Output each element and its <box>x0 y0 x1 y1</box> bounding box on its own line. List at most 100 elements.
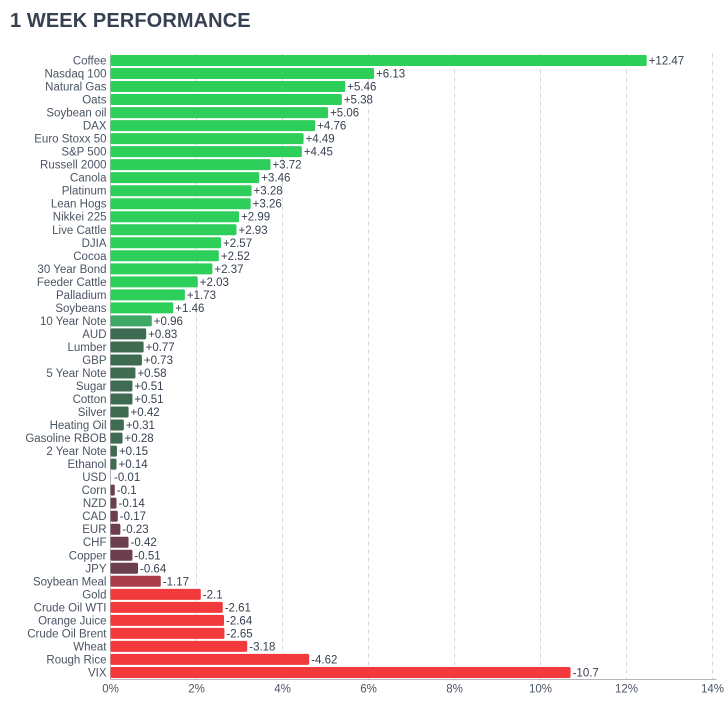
value-label: -2.64 <box>226 615 253 627</box>
value-label: +2.57 <box>223 238 252 250</box>
bar <box>110 510 118 522</box>
value-label: -0.17 <box>120 511 146 523</box>
value-label: +0.15 <box>119 446 148 458</box>
category-label: Nasdaq 100 <box>44 69 106 81</box>
category-label: NZD <box>83 498 107 510</box>
category-label: S&P 500 <box>61 147 106 159</box>
x-tick-label: 14% <box>701 684 724 696</box>
bar <box>110 523 121 535</box>
bar <box>110 159 271 171</box>
chart-title: 1 WEEK PERFORMANCE <box>10 10 251 32</box>
value-label: -2.65 <box>226 628 252 640</box>
value-label: -0.14 <box>119 498 146 510</box>
bar <box>110 640 248 652</box>
value-label: +4.76 <box>317 121 346 133</box>
bar <box>110 289 185 301</box>
x-tick-label: 4% <box>274 684 291 696</box>
value-label: +0.96 <box>154 316 183 328</box>
value-label: +3.46 <box>261 173 290 185</box>
value-label: -0.01 <box>114 472 140 484</box>
bar <box>110 224 237 236</box>
category-label: CHF <box>83 537 107 549</box>
value-label: +0.51 <box>134 394 163 406</box>
bar <box>110 419 124 431</box>
category-label: Crude Oil WTI <box>34 602 107 614</box>
bar <box>110 133 304 145</box>
value-label: +5.46 <box>347 82 376 94</box>
value-label: +2.52 <box>221 251 250 263</box>
bar <box>110 185 252 197</box>
value-label: +3.28 <box>254 186 283 198</box>
value-label: +1.46 <box>175 303 204 315</box>
value-label: +4.45 <box>304 147 333 159</box>
x-tick-label: 2% <box>188 684 205 696</box>
value-label: +2.99 <box>241 212 270 224</box>
category-label: Cocoa <box>73 251 107 263</box>
category-label: Rough Rice <box>46 654 106 666</box>
category-label: Nikkei 225 <box>53 212 107 224</box>
category-label: DAX <box>83 121 107 133</box>
value-label: +0.42 <box>131 407 160 419</box>
category-label: Platinum <box>62 186 107 198</box>
bar <box>110 276 198 288</box>
bar <box>110 341 144 353</box>
category-label: VIX <box>88 667 107 679</box>
value-label: -3.18 <box>249 641 275 653</box>
value-label: +2.37 <box>214 264 243 276</box>
category-label: Feeder Cattle <box>37 277 107 289</box>
bar <box>110 393 133 405</box>
category-label: Wheat <box>73 641 107 653</box>
category-label: Silver <box>78 407 107 419</box>
value-label: -1.17 <box>163 576 189 588</box>
category-label: 30 Year Bond <box>37 264 106 276</box>
category-label: Soybean Meal <box>33 576 107 588</box>
bar <box>110 549 133 561</box>
value-label: +5.38 <box>344 95 373 107</box>
category-label: Orange Juice <box>38 615 106 627</box>
bar <box>110 380 133 392</box>
value-label: -4.62 <box>311 654 337 666</box>
bar <box>110 94 342 106</box>
bar <box>110 432 123 444</box>
category-label: Live Cattle <box>52 225 106 237</box>
category-label: Copper <box>69 550 107 562</box>
x-tick-label: 12% <box>615 684 638 696</box>
category-label: USD <box>82 472 106 484</box>
bar <box>110 601 223 613</box>
value-label: +4.49 <box>306 134 335 146</box>
bar <box>110 315 152 327</box>
category-label: Heating Oil <box>50 420 107 432</box>
value-label: -0.1 <box>117 485 137 497</box>
value-label: +3.72 <box>272 160 301 172</box>
category-label: Lumber <box>68 342 107 354</box>
bar <box>110 211 240 223</box>
bar <box>110 614 225 626</box>
category-label: Crude Oil Brent <box>27 628 107 640</box>
category-label: CAD <box>82 511 106 523</box>
category-label: Coffee <box>73 56 107 68</box>
category-label: EUR <box>82 524 106 536</box>
category-label: Gold <box>82 589 106 601</box>
category-label: Lean Hogs <box>51 199 107 211</box>
category-label: Euro Stoxx 50 <box>34 134 106 146</box>
value-label: -10.7 <box>573 667 599 679</box>
category-label: Soybean oil <box>46 108 106 120</box>
x-tick-label: 6% <box>360 684 377 696</box>
bar <box>110 68 375 80</box>
category-label: Natural Gas <box>45 82 107 94</box>
value-label: +6.13 <box>376 69 405 81</box>
x-tick-label: 8% <box>446 684 463 696</box>
category-label: 5 Year Note <box>46 368 106 380</box>
value-label: +0.14 <box>119 459 149 471</box>
category-label: Canola <box>70 173 107 185</box>
bar <box>110 81 346 93</box>
bar <box>110 562 139 574</box>
value-label: +1.73 <box>187 290 216 302</box>
bar <box>110 302 174 314</box>
bar <box>110 666 571 678</box>
value-label: -0.42 <box>131 537 157 549</box>
value-label: +0.77 <box>146 342 175 354</box>
category-label: 10 Year Note <box>40 316 107 328</box>
